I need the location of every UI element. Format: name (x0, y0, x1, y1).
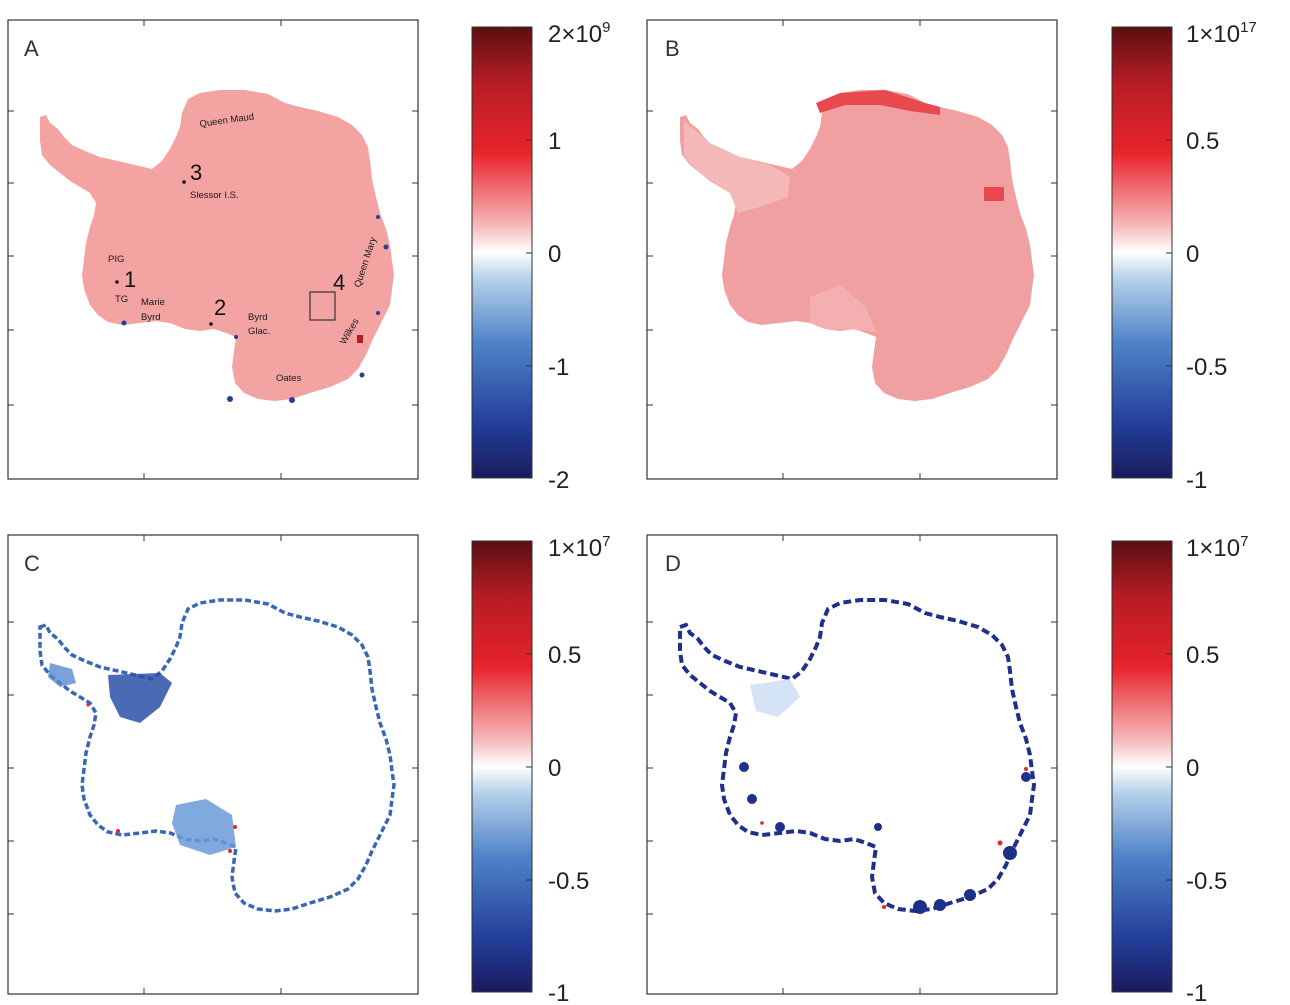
label-byrd-glacier-2: Glac. (248, 326, 270, 337)
colorbar-d-max-label: 1×107 (1186, 533, 1248, 562)
colorbar-a-tick-0: 0 (548, 241, 561, 268)
colorbar-c-tick-0: 0 (548, 755, 561, 782)
ronne-patch-c (108, 673, 172, 723)
panel-b-label: B (665, 36, 680, 61)
colorbar-d-tick-0-5: 0.5 (1186, 642, 1219, 669)
colorbar-c-max-label: 1×107 (548, 533, 610, 562)
ross-lighter-b (810, 285, 876, 332)
label-pig: PIG (108, 254, 124, 265)
label-byrd-glacier: Byrd (248, 312, 268, 323)
coast-red-patch-b (984, 187, 1004, 201)
coast-red-band-b (816, 90, 940, 115)
colorbar-a-tick-1: 1 (548, 128, 561, 155)
panel-d-label: D (665, 551, 681, 576)
label-site-4: 4 (333, 270, 345, 295)
panel-a: A Queen Maud 3 Slessor I.S. PIG 1 TG Mar… (7, 19, 419, 480)
colorbar-b-tick-0: 0 (1186, 241, 1199, 268)
colorbar-a-max-label: 2×109 (548, 19, 610, 48)
label-marie-byrd: Byrd (141, 312, 161, 323)
colorbar-b-max-label: 1×1017 (1186, 19, 1257, 48)
ross-patch-c (172, 799, 236, 855)
colorbar-b-tick-0-5: 0.5 (1186, 128, 1219, 155)
colorbar-d: 1×107 0.5 0 -0.5 -1 (1111, 533, 1248, 1005)
colorbar-c-tick-0-5: 0.5 (548, 642, 581, 669)
label-tg: TG (115, 294, 128, 305)
ronne-patch-d (750, 679, 800, 717)
site-4-box (309, 291, 336, 321)
panel-c: C (7, 534, 419, 995)
colorbar-d-ramp (1111, 540, 1173, 993)
panel-c-label: C (24, 551, 40, 576)
peninsula-patch-c (48, 663, 76, 687)
peninsula-lighter-b (684, 121, 790, 213)
site-3-marker (182, 180, 186, 184)
antarctica-map-b (680, 90, 1034, 401)
colorbar-d-tick-neg0-5: -0.5 (1186, 868, 1227, 895)
panel-b: B (646, 19, 1058, 480)
panel-d-frame (646, 534, 1058, 995)
colorbar-a-tick-neg2: -2 (548, 467, 569, 494)
colorbar-c-tick-neg1: -1 (548, 980, 569, 1005)
site-2-marker (209, 322, 213, 326)
label-site-2: 2 (214, 295, 226, 320)
colorbar-a: 2×109 1 0 -1 -2 (471, 19, 610, 494)
colorbar-b-ramp (1111, 26, 1173, 479)
colorbar-c: 1×107 0.5 0 -0.5 -1 (471, 533, 610, 1005)
colorbar-c-tick-neg0-5: -0.5 (548, 868, 589, 895)
label-site-3: 3 (190, 160, 202, 185)
colorbar-b-tick-neg0-5: -0.5 (1186, 354, 1227, 381)
colorbar-a-tick-neg1: -1 (548, 354, 569, 381)
colorbar-d-tick-neg1: -1 (1186, 980, 1207, 1005)
colorbar-d-tick-0: 0 (1186, 755, 1199, 782)
site-1-marker (115, 280, 119, 284)
label-marie: Marie (141, 297, 165, 308)
coast-blue-patches-a (121, 215, 389, 403)
red-specks-d (760, 767, 1028, 909)
antarctica-map-d (678, 598, 1036, 914)
panel-c-frame (7, 534, 419, 995)
panel-d: D (646, 534, 1058, 995)
colorbar-c-ramp (471, 540, 533, 993)
panel-a-ticks (8, 20, 418, 479)
blue-coastal-blobs-d (739, 762, 1031, 914)
colorbar-b-tick-neg1: -1 (1186, 467, 1207, 494)
red-specks-c (86, 703, 237, 853)
coast-red-patch-a (357, 335, 363, 343)
panel-a-label: A (24, 36, 39, 61)
colorbar-b: 1×1017 0.5 0 -0.5 -1 (1111, 19, 1257, 494)
antarctica-map-c (38, 598, 396, 913)
antarctica-map-a (40, 90, 394, 403)
colorbar-a-ramp (471, 26, 533, 479)
label-slessor: Slessor I.S. (190, 190, 239, 201)
label-oates: Oates (276, 373, 302, 384)
label-site-1: 1 (124, 267, 136, 292)
